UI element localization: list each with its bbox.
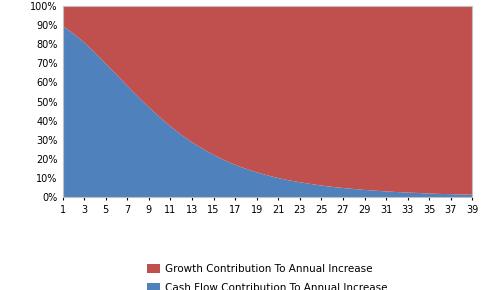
Legend: Growth Contribution To Annual Increase, Cash Flow Contribution To Annual Increas: Growth Contribution To Annual Increase, … [143, 260, 392, 290]
